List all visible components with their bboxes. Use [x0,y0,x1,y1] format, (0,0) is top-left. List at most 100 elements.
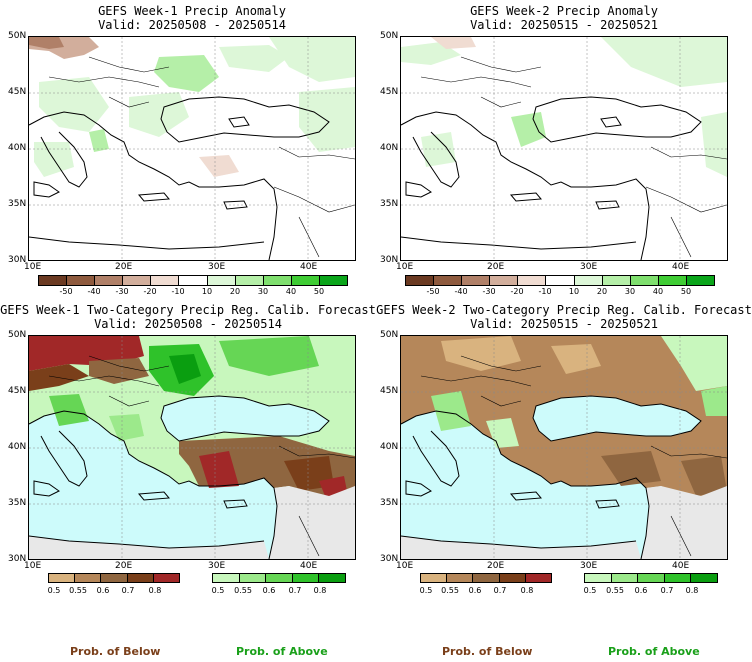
anom-swatch [602,276,631,285]
panel4-lon-20: 20E [487,561,505,571]
anom-swatch [151,276,180,285]
panel4-lon-10: 10E [396,561,414,571]
anom-label: -10 [538,287,552,296]
above-swatch [213,574,240,582]
above-swatch [664,574,692,582]
panel2-lon-40: 40E [672,262,690,272]
anom-label: -20 [510,287,524,296]
panel3-map [28,335,356,560]
anom-swatch [235,276,264,285]
anom-label: -30 [482,287,496,296]
anom-label: 30 [624,287,636,296]
panel1-lat-40: 40N [8,143,27,153]
panel3-lon-10: 10E [24,561,42,571]
panel4-title: GEFS Week-2 Two-Category Precip Reg. Cal… [376,303,752,331]
anom-swatch [95,276,124,285]
panel3-lon-20: 20E [115,561,133,571]
panel3-lat-45: 45N [8,386,27,396]
panel4-lon-40: 40E [672,561,690,571]
above-swatch [266,574,293,582]
anom-swatch [207,276,236,285]
anom-label: 20 [596,287,608,296]
above-label: 0.7 [288,586,302,595]
below-label: 0.7 [121,586,135,595]
panel2-anomaly-colorbar [405,275,715,286]
panel1-lat-45: 45N [8,87,27,97]
anom-label: -10 [171,287,185,296]
anom-label: -30 [115,287,129,296]
footer-prob-above-left: Prob. of Above [236,645,328,658]
panel3-lat-50: 50N [8,330,27,340]
panel1-title-line1: GEFS Week-1 Precip Anomaly [98,4,286,18]
below-label: 0.6 [96,586,110,595]
above-label: 0.8 [685,586,699,595]
anom-label: 10 [568,287,580,296]
panel1-lat-35: 35N [8,199,27,209]
above-swatch [239,574,267,582]
anom-label: 50 [313,287,325,296]
panel3-lat-35: 35N [8,498,27,508]
panel4-title-line1: GEFS Week-2 Two-Category Precip Reg. Cal… [376,303,752,317]
panel1-lon-30: 30E [208,262,226,272]
panel4-title-line2: Valid: 20250515 - 20250521 [470,317,658,331]
below-swatch [421,574,448,582]
anom-swatch [434,276,463,285]
anom-label: -50 [59,287,73,296]
panel2-title: GEFS Week-2 Precip Anomaly Valid: 202505… [400,4,728,32]
panel2-lat-30: 30N [380,255,399,265]
panel3-above-colorbar [212,573,346,583]
anom-swatch [123,276,152,285]
panel4-lat-30: 30N [380,554,399,564]
panel4-lat-35: 35N [380,498,399,508]
panel4-lat-50: 50N [380,330,399,340]
above-label: 0.5 [583,586,597,595]
anom-swatch [39,276,68,285]
above-swatch [319,574,345,582]
panel2-lon-30: 30E [580,262,598,272]
anom-swatch [406,276,435,285]
above-label: 0.6 [262,586,276,595]
above-swatch [585,574,612,582]
panel2-map [400,36,728,261]
anom-swatch [67,276,96,285]
panel2-title-line1: GEFS Week-2 Precip Anomaly [470,4,658,18]
anom-swatch [574,276,603,285]
panel1-lat-50: 50N [8,31,27,41]
below-swatch [49,574,76,582]
panel3-title-line1: GEFS Week-1 Two-Category Precip Reg. Cal… [0,303,376,317]
panel2-title-line2: Valid: 20250515 - 20250521 [470,18,658,32]
panel1-lon-40: 40E [300,262,318,272]
below-label: 0.5 [47,586,61,595]
anom-swatch [658,276,687,285]
anom-label: -40 [454,287,468,296]
anom-swatch [179,276,208,285]
panel1-lon-10: 10E [24,262,42,272]
panel1-anomaly-colorbar [38,275,348,286]
anom-swatch [630,276,659,285]
panel4-lat-40: 40N [380,442,399,452]
below-swatch [127,574,154,582]
panel3-title: GEFS Week-1 Two-Category Precip Reg. Cal… [0,303,376,331]
panel3-lat-30: 30N [8,554,27,564]
panel2-lon-20: 20E [487,262,505,272]
above-swatch [691,574,717,582]
panel1-lon-20: 20E [115,262,133,272]
anom-swatch [490,276,519,285]
below-label: 0.7 [493,586,507,595]
below-label: 0.5 [419,586,433,595]
panel3-title-line2: Valid: 20250508 - 20250514 [94,317,282,331]
anom-swatch [462,276,491,285]
panel2-lat-45: 45N [380,87,399,97]
below-label: 0.55 [69,586,87,595]
below-swatch [525,574,552,582]
panel1-lat-30: 30N [8,255,27,265]
below-swatch [447,574,474,582]
anom-label: -40 [87,287,101,296]
panel1-map [28,36,356,261]
panel1-title: GEFS Week-1 Precip Anomaly Valid: 202505… [28,4,356,32]
anom-swatch [686,276,715,285]
footer-prob-above-right: Prob. of Above [608,645,700,658]
anom-label: 20 [229,287,241,296]
below-label: 0.8 [520,586,534,595]
anom-label: -20 [143,287,157,296]
